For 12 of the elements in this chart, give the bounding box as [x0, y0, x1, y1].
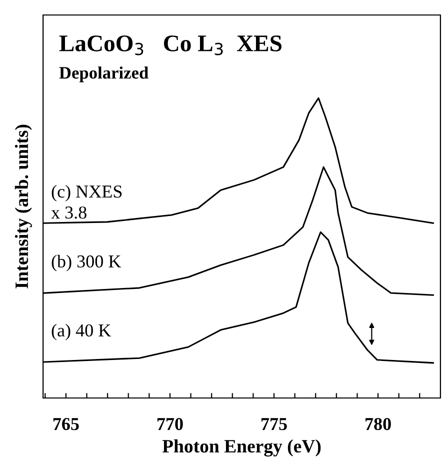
annotation: x 3.8: [51, 206, 86, 219]
x-tick-label: 780: [366, 418, 391, 430]
x-tick-label: 770: [157, 418, 183, 430]
x-tick-label: 775: [261, 418, 287, 430]
series-label: (a) 40 K: [52, 324, 111, 340]
x-axis-title: Photon Energy (eV): [162, 439, 321, 457]
x-tick-label: 765: [53, 418, 79, 430]
y-axis-title: Intensity (arb. units): [14, 124, 32, 288]
series-label: (c) NXES: [52, 184, 122, 202]
chart-title: LaCoO$_{3}$ Co L$_{3}$ XES: [59, 36, 282, 56]
series-label: (b) 300 K: [52, 254, 122, 272]
chart-subtitle: Depolarized: [59, 66, 148, 82]
